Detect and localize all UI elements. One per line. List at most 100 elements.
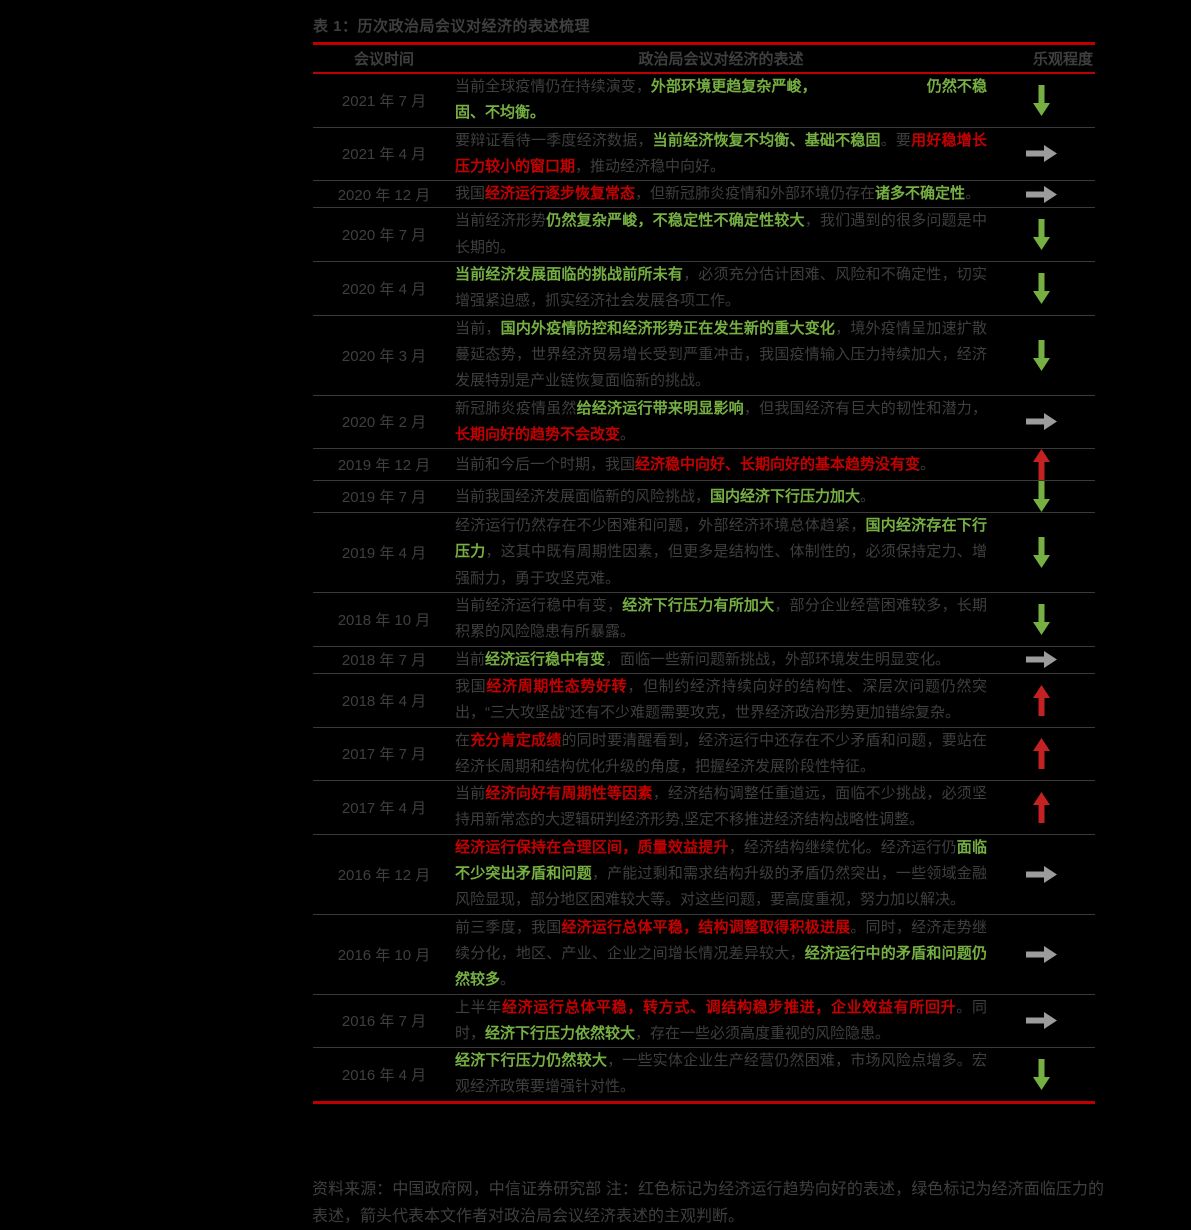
statement-text: 当前经济运行稳中有变，经济下行压力有所加大，部分企业经营困难较多，长期积累的风险… — [455, 593, 987, 646]
arrow-up-icon — [1032, 449, 1050, 481]
statement-segment-normal: ，但新冠肺炎疫情和外部环境仍存在 — [635, 185, 876, 203]
statement-segment-normal: ，必须充分估计困难、风险和不确定性，切实增强紧迫感，抓实经济社会发展各项工作。 — [455, 266, 987, 310]
arrow-down-icon — [1032, 603, 1050, 635]
top-red-rule — [313, 42, 1095, 45]
statement-text: 当前经济向好有周期性等因素，经济结构调整任重道远，面临不少挑战，必须坚持用新常态… — [455, 781, 987, 834]
report-table: 表 1：历次政治局会议对经济的表述梳理 会议时间 政治局会议对经济的表述 乐观程… — [313, 16, 1095, 1104]
statement-segment-red: 充分肯定成绩 — [470, 731, 562, 749]
arrow-down-icon — [1032, 1058, 1050, 1090]
statement-text: 新冠肺炎疫情虽然给经济运行带来明显影响，但我国经济有巨大的韧性和潜力， 长期向好的… — [455, 396, 987, 449]
arrow-down-icon — [1032, 272, 1050, 304]
statement-text: 前三季度，我国经济运行总体平稳，结构调整取得积极进展。同时，经济走势继续分化，地… — [455, 915, 987, 994]
statement-segment-normal: 当前， — [455, 319, 501, 337]
table-row: 2018 年 7 月 当前经济运行稳中有变，面临一些新问题新挑战，外部环境发生明显… — [313, 645, 1095, 673]
arrow-right-icon — [1025, 865, 1057, 883]
statement-text: 当前经济发展面临的挑战前所未有，必须充分估计困难、风险和不确定性，切实增强紧迫感… — [455, 262, 987, 315]
statement-segment-red: 经济运行逐步恢复常态 — [485, 185, 636, 203]
statement-segment-normal: 经济运行仍然存在不少困难和问题，外部经济环境总体趋紧， — [455, 517, 866, 535]
statement-segment-green: 经济运行中的矛盾和问题仍然较多 — [455, 944, 987, 989]
source-note: 资料来源：中国政府网，中信证券研究部 注：红色标记为经济运行趋势向好的表述，绿色… — [312, 1181, 1104, 1225]
table-row: 2017 年 4 月 当前经济向好有周期性等因素，经济结构调整任重道远，面临不少挑… — [313, 780, 1095, 834]
statement-segment-green: 仍然复杂严峻，不稳定性不确定性较大 — [546, 212, 805, 230]
arrow-right-icon — [1025, 145, 1057, 163]
table-row: 2021 年 7 月 当前全球疫情仍在持续演变，外部环境更趋复杂严峻， 仍然不稳固、… — [313, 74, 1095, 127]
statement-text: 当前我国经济发展面临新的风险挑战，国内经济下行压力加大。 — [455, 484, 987, 510]
table-row: 2020 年 2 月 新冠肺炎疫情虽然给经济运行带来明显影响，但我国经济有巨大的韧… — [313, 394, 1095, 449]
arrow-up-icon — [1032, 791, 1050, 823]
statement-segment-normal: 当前 — [455, 785, 486, 803]
statement-segment-green: 经济运行稳中有变 — [485, 650, 606, 668]
optimism-cell — [987, 945, 1095, 963]
optimism-cell — [987, 791, 1095, 823]
meeting-date: 2019 年 7 月 — [341, 489, 427, 507]
optimism-cell — [987, 413, 1095, 431]
statement-segment-normal: 。 — [500, 971, 516, 989]
statement-segment-normal: 当前和今后一个时期，我国 — [455, 455, 636, 473]
statement-segment-normal: 要辩证看待一季度经济数据， — [455, 131, 653, 149]
statement-segment-normal: 当前全球疫情仍在持续演变， — [455, 78, 651, 95]
table-row: 2016 年 4 月 经济下行压力仍然较大，一些实体企业生产经营仍然困难，市场风险… — [313, 1047, 1095, 1101]
arrow-up-icon — [1032, 684, 1050, 716]
statement-segment-normal: 我国 — [455, 677, 487, 695]
statement-segment-normal: ，境外疫情呈加速扩散蔓延态势，世界经济贸易增长受到严重冲击，我国疫情输入压力持续… — [455, 319, 987, 390]
optimism-cell — [987, 84, 1095, 116]
table-row: 2016 年 10 月 前三季度，我国经济运行总体平稳，结构调整取得积极进展。同时… — [313, 913, 1095, 994]
optimism-cell — [987, 145, 1095, 163]
table-row: 2019 年 12 月 当前和今后一个时期，我国经济稳中向好、长期向好的基本趋势没… — [313, 448, 1095, 481]
arrow-right-icon — [1025, 413, 1057, 431]
statement-segment-green: 仍然不稳固、不均衡。 — [455, 78, 987, 122]
arrow-right-icon — [1025, 1012, 1057, 1030]
statement-text: 经济运行仍然存在不少困难和问题，外部经济环境总体趋紧，国内经济存在下行压力，这其… — [455, 513, 987, 592]
meeting-date: 2020 年 7 月 — [341, 227, 427, 245]
table-title: 表 1：历次政治局会议对经济的表述梳理 — [313, 18, 591, 35]
table-row: 2020 年 3 月 当前，国内外疫情防控和经济形势正在发生新的重大变化，境外疫情… — [313, 314, 1095, 395]
meeting-date: 2021 年 4 月 — [341, 146, 427, 164]
meeting-date: 2017 年 4 月 — [341, 799, 427, 817]
arrow-right-icon — [1025, 185, 1057, 203]
optimism-cell — [987, 339, 1095, 371]
table-row: 2020 年 7 月 当前经济形势仍然复杂严峻，不稳定性不确定性较大，我们遇到的很… — [313, 207, 1095, 261]
statement-text: 在充分肯定成绩的同时要清醒看到，经济运行中还存在不少矛盾和问题，要站在经济长周期… — [455, 728, 987, 781]
table-row: 2018 年 4 月 我国经济周期性态势好转，但制约经济持续向好的结构性、深层次问… — [313, 672, 1095, 727]
optimism-cell — [987, 185, 1095, 203]
statement-segment-normal: ，部分企业经营困难较多，长期积累的风险隐患有所暴露。 — [455, 597, 987, 641]
optimism-cell — [987, 603, 1095, 635]
optimism-cell — [987, 481, 1095, 513]
statement-segment-normal: 我国 — [455, 185, 486, 203]
optimism-cell — [987, 1058, 1095, 1090]
optimism-cell — [987, 537, 1095, 569]
statement-segment-normal: ，产能过剩和需求结构升级的矛盾仍然突出，一些领域金融风险显现，部分地区困难较大等… — [455, 865, 987, 909]
statement-segment-normal: 。同时，经济走势继续分化，地区、产业、企业之间增长情况差异较大， — [455, 918, 987, 962]
meeting-date: 2018 年 7 月 — [341, 652, 427, 670]
statement-segment-normal: 上半年 — [455, 998, 502, 1016]
statement-segment-normal: 新冠肺炎疫情虽然 — [455, 399, 577, 417]
statement-segment-normal: ，我们遇到的很多问题是中长期的。 — [455, 212, 987, 256]
statement-segment-green: 国内经济存在下行压力 — [455, 517, 987, 561]
statement-segment-normal: 的同时要清醒看到，经济运行中还存在不少矛盾和问题，要站在经济长周期和结构优化升级… — [455, 731, 987, 775]
statement-segment-normal: ，推动经济稳中向好。 — [575, 157, 726, 175]
optimism-cell — [987, 651, 1095, 669]
optimism-cell — [987, 219, 1095, 251]
statement-segment-green: 面临不少突出矛盾和问题 — [455, 838, 987, 883]
statement-segment-red: 经济运行总体平稳，转方式、调结构稳步推进，企业效益有所回升 — [502, 998, 957, 1016]
optimism-cell — [987, 1012, 1095, 1030]
table-row: 2016 年 7 月 上半年经济运行总体平稳，转方式、调结构稳步推进，企业效益有所… — [313, 993, 1095, 1048]
statement-segment-red: 经济运行总体平稳，结构调整取得积极进展 — [561, 918, 851, 936]
statement-segment-green: 给经济运行带来明显影响 — [576, 399, 744, 417]
statement-segment-red: 用好稳增长压力较小的窗口期 — [455, 131, 987, 175]
column-header-statement: 政治局会议对经济的表述 — [638, 51, 804, 68]
statement-text: 我国经济运行逐步恢复常态，但新冠肺炎疫情和外部环境仍存在诸多不确定性。 — [455, 181, 987, 207]
statement-segment-normal: 。同时， — [455, 998, 987, 1042]
table-row: 2021 年 4 月 要辩证看待一季度经济数据，当前经济恢复不均衡、基础不稳固。要… — [313, 126, 1095, 181]
statement-segment-normal: ，一些实体企业生产经营仍然困难，市场风险点增多。宏观经济政策要增强针对性。 — [455, 1052, 987, 1096]
statement-segment-green: 国内经济下行压力加大 — [710, 487, 861, 505]
statement-segment-green: 诸多不确定性 — [875, 185, 966, 203]
meeting-date: 2020 年 3 月 — [341, 347, 427, 365]
statement-text: 经济运行保持在合理区间，质量效益提升，经济结构继续优化。经济运行仍面临不少突出矛… — [455, 835, 987, 914]
statement-segment-normal: ，这其中既有周期性因素，但更多是结构性、体制性的，必须保持定力、增强耐力，勇于攻… — [455, 543, 987, 587]
meeting-date: 2020 年 4 月 — [341, 280, 427, 298]
statement-text: 当前经济运行稳中有变，面临一些新问题新挑战，外部环境发生明显变化。 — [455, 647, 987, 673]
statement-text: 当前全球疫情仍在持续演变，外部环境更趋复杂严峻， 仍然不稳固、不均衡。 — [455, 74, 987, 127]
statement-segment-normal: 。 — [920, 455, 936, 473]
statement-segment-normal: ，存在一些必须高度重视的风险隐患。 — [635, 1024, 891, 1042]
